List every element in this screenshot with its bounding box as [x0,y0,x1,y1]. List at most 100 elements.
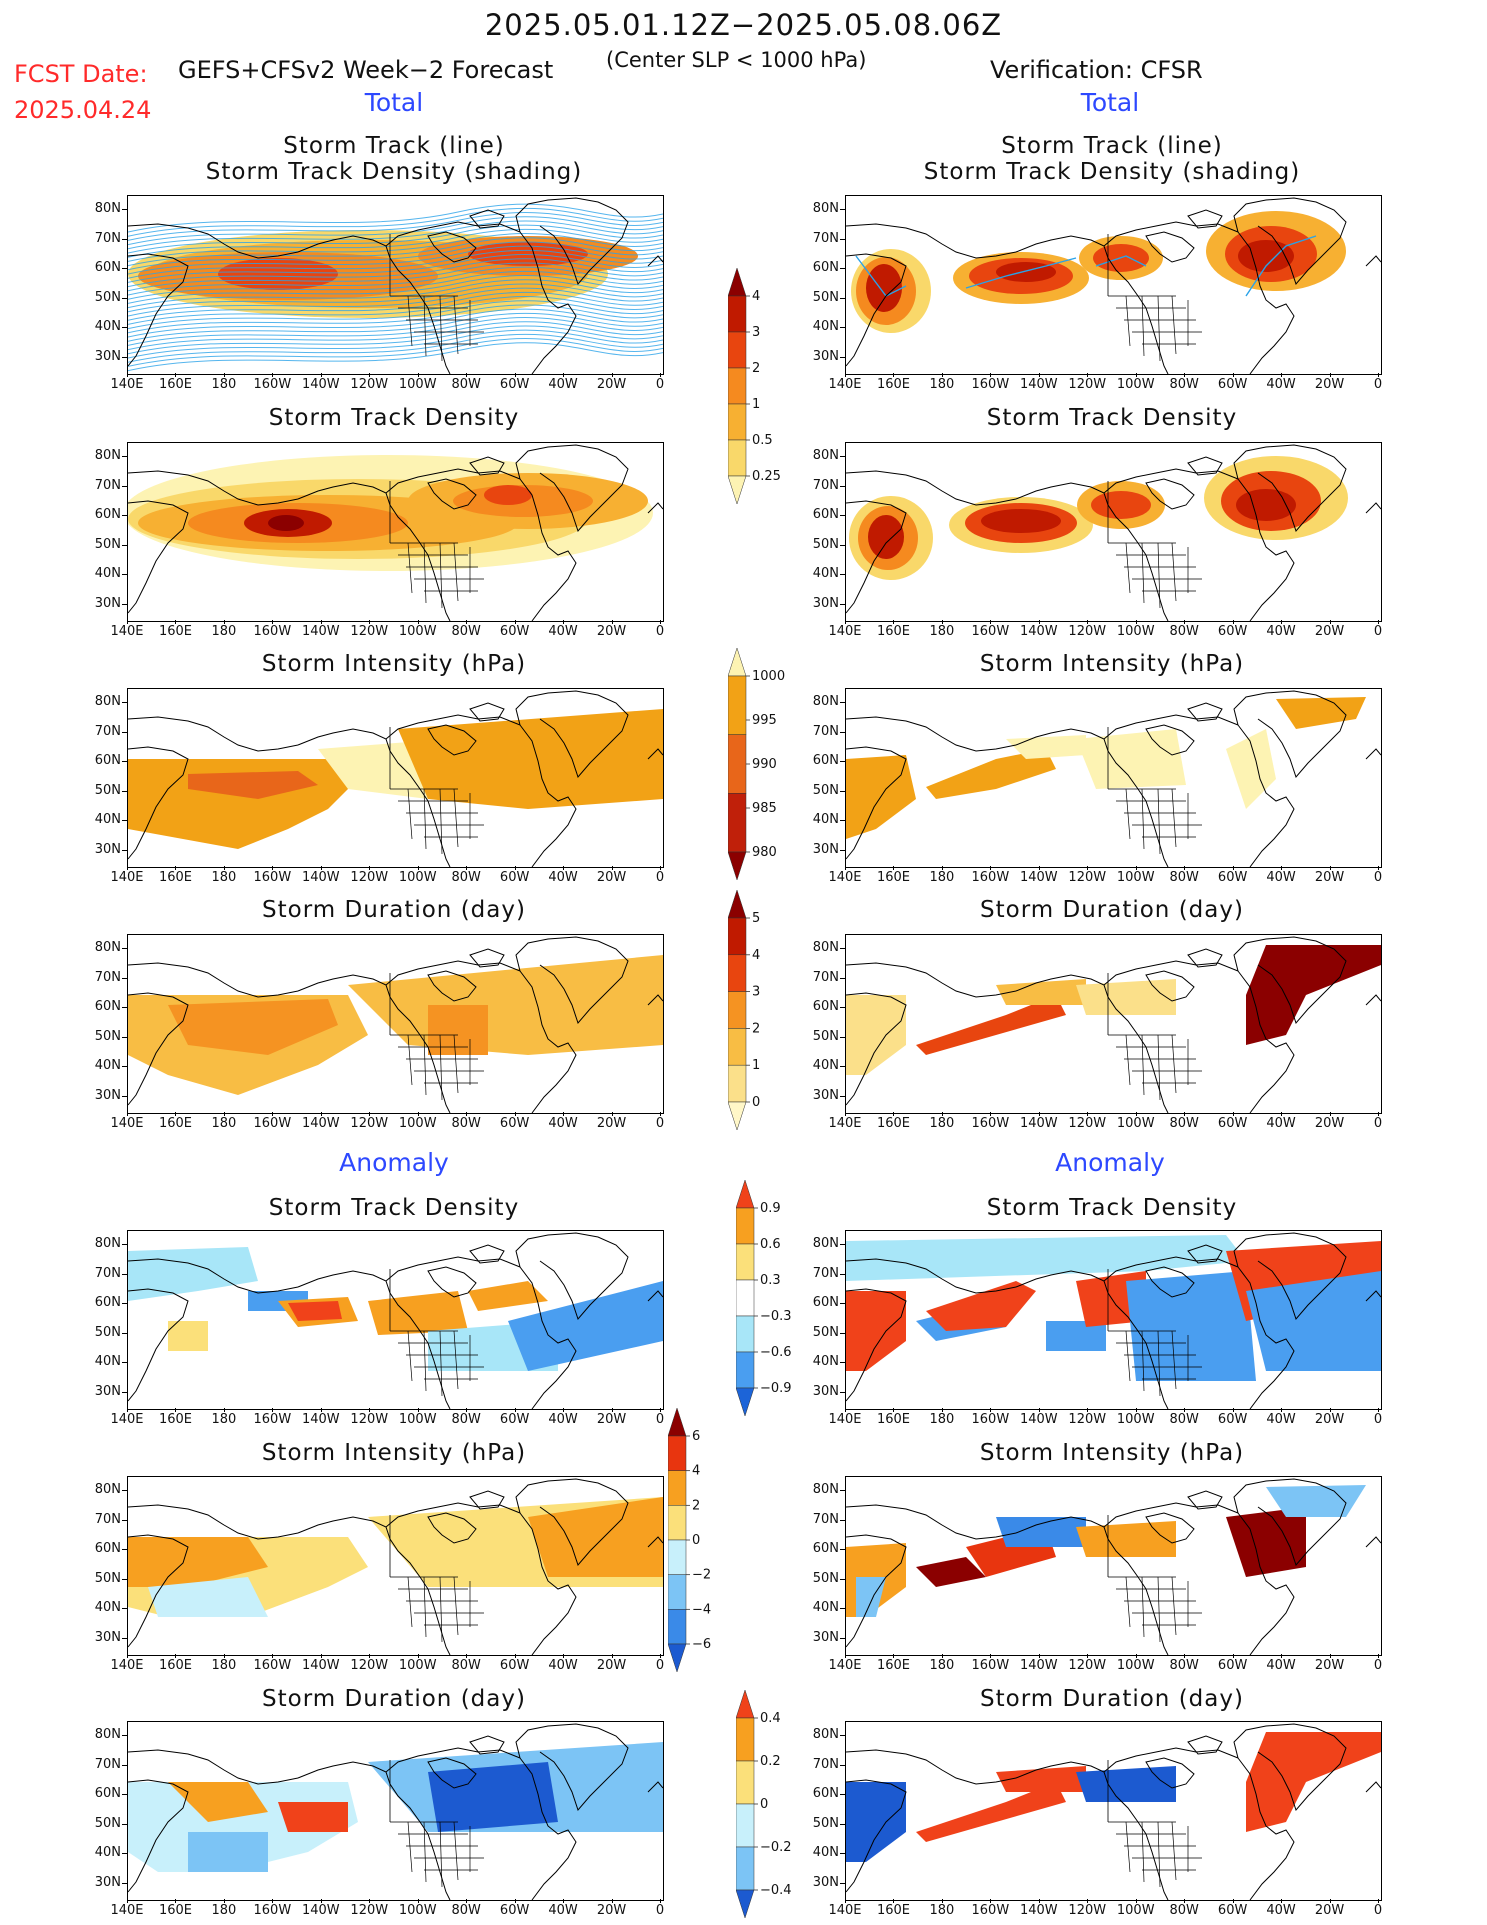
colorbar-label: 4 [752,948,760,963]
map-anom-density-left [127,1230,664,1410]
lon-tick [1135,1654,1137,1658]
lon-label: 140W [301,1903,340,1918]
lon-tick [1378,1899,1379,1903]
lat-label: 70N [94,1756,121,1772]
lon-label: 140W [301,870,340,885]
lat-tick [840,327,845,328]
lon-tick [1378,373,1379,377]
lat-label: 70N [812,477,839,493]
lon-tick [563,1899,565,1903]
lon-label: 80W [451,1412,481,1427]
lon-label: 160E [158,1658,192,1673]
lat-label: 70N [94,230,121,246]
lat-label: 70N [94,477,121,493]
colorbar-label: 6 [692,1429,700,1444]
lon-label: 140W [301,624,340,639]
colorbar-segment [728,675,747,735]
colorbar-segment [728,1028,747,1066]
lon-label: 100W [398,1903,437,1918]
lat-label: 60N [94,1786,121,1801]
lat-tick [840,1066,845,1067]
lon-tick [563,1654,565,1658]
lon-tick [1232,866,1234,870]
fcst-date-value: 2025.04.24 [14,96,152,124]
lat-tick [122,574,127,575]
lon-tick [1232,1654,1234,1658]
lon-tick [563,1408,565,1412]
shaded-field [128,1247,663,1371]
lon-tick [611,620,613,624]
lon-label: 120W [350,624,389,639]
lat-label: 30N [94,1087,121,1103]
lon-tick [941,866,943,870]
lon-tick [1135,620,1137,624]
colorbar-label: 0.9 [760,1201,781,1216]
lon-tick [611,373,613,377]
lat-label: 60N [812,999,839,1014]
lon-tick [845,1654,846,1658]
lon-tick [417,1408,419,1412]
lon-label: 140E [828,377,862,392]
lon-label: 60W [499,1116,530,1131]
lon-tick [175,866,177,870]
lat-tick [840,1036,845,1038]
lon-tick [127,1899,128,1903]
lon-tick [1038,373,1040,377]
lon-label: 100W [1116,1658,1155,1673]
lon-tick [1038,1899,1040,1903]
lat-tick [840,761,845,762]
lat-tick [840,1303,845,1304]
map-total-track-line-left [127,195,664,375]
lat-label: 40N [94,1845,121,1860]
colorbar-label: 0.2 [760,1754,781,1769]
lat-tick [840,1332,845,1334]
lon-label: 160W [971,870,1010,885]
colorbar-anom-duration: 0.4 0.2 0 −0.2 −0.4 [736,1690,792,1918]
panel-title-anom-intensity-left: Storm Intensity (hPa) [261,1440,527,1466]
lon-tick [272,1654,274,1658]
lon-label: 120W [1068,1116,1107,1131]
coastlines [846,1232,1381,1409]
map-svg-anom-intensity-right [846,1478,1381,1655]
lat-tick [122,1244,127,1245]
lon-tick [369,1112,371,1116]
colorbar-segment [736,1846,755,1891]
lat-label: 40N [812,1058,839,1073]
lat-label: 80N [812,1727,839,1742]
lon-tick [369,620,371,624]
colorbar-segment [736,1207,755,1245]
coastlines [846,690,1381,867]
lon-label: 80W [1169,377,1199,392]
lon-label: 160E [876,1116,910,1131]
lon-label: 140E [110,1116,144,1131]
lon-tick [990,1112,992,1116]
lon-label: 40W [548,624,578,639]
lon-tick [941,1654,943,1658]
left-anomaly-heading: Anomaly [339,1148,449,1177]
lon-tick [563,373,565,377]
lon-tick [127,1654,128,1658]
colorbar-segment [728,295,747,333]
lon-label: 100W [398,624,437,639]
colorbar-label: 3 [752,985,760,1000]
panel-title-duration-left: Storm Duration (day) [262,897,526,923]
lon-tick [514,373,516,377]
lon-tick [272,373,274,377]
lat-tick [122,977,127,979]
lon-label: 140W [301,377,340,392]
lon-tick [1087,373,1089,377]
colorbar-label: 5 [752,911,760,926]
left-total-heading: Total [364,88,424,117]
lon-tick [369,1654,371,1658]
lon-label: 80W [1169,1412,1199,1427]
lon-label: 140W [1019,624,1058,639]
lat-label: 60N [94,999,121,1014]
shaded-field [128,955,663,1095]
lon-tick [1135,866,1137,870]
lon-tick [466,1654,468,1658]
map-total-density-left [127,442,664,622]
lon-label: 140E [110,1412,144,1427]
lon-label: 160E [876,1903,910,1918]
coastlines [128,444,663,621]
lon-label: 160E [876,377,910,392]
